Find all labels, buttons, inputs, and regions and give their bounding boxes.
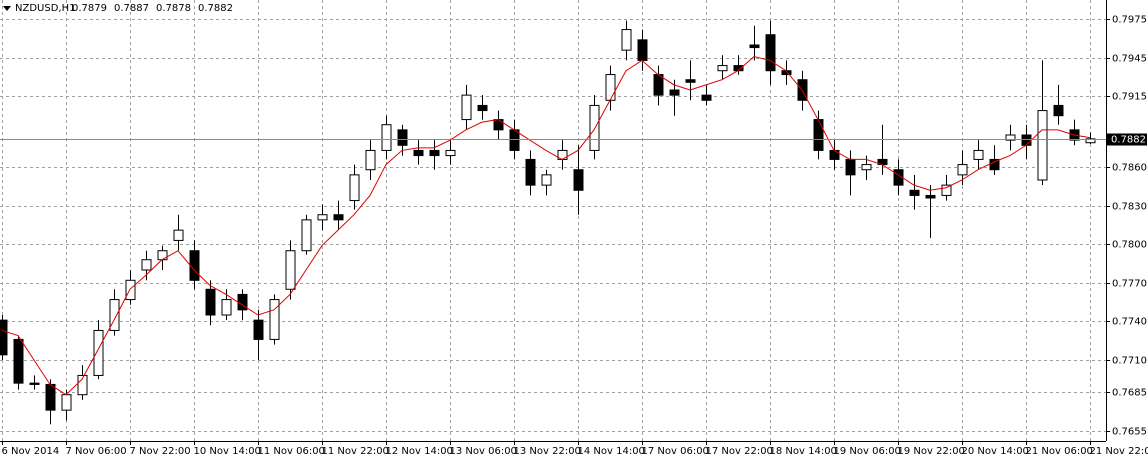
candle-body	[190, 251, 199, 281]
candle-body	[414, 150, 423, 155]
x-tick-label: 7 Nov 06:00	[66, 446, 127, 457]
candle-body	[14, 339, 23, 383]
candle-body	[910, 190, 919, 195]
candle-body	[222, 300, 231, 315]
candle-body	[318, 215, 327, 220]
candle-body	[942, 185, 951, 195]
candle-body	[718, 66, 727, 71]
candle-body	[430, 150, 439, 155]
x-tick-label: 14 Nov 14:00	[578, 446, 645, 457]
candle-body	[606, 75, 615, 101]
candle-body	[462, 95, 471, 119]
candle-body	[366, 150, 375, 169]
candle-body	[510, 130, 519, 151]
header: NZDUSD,H1 0.7879 0.7887 0.7878 0.7882	[3, 3, 233, 14]
current-price-label: 0.7882	[1111, 135, 1146, 146]
candle-body	[622, 30, 631, 51]
symbol: NZDUSD,H1	[15, 3, 75, 14]
candle-body	[446, 150, 455, 155]
candle-body	[670, 90, 679, 95]
candle-body	[94, 330, 103, 375]
candle-body	[958, 165, 967, 175]
candle-body	[750, 45, 759, 48]
x-tick-label: 21 Nov 06:00	[1026, 446, 1093, 457]
x-tick-label: 20 Nov 14:00	[962, 446, 1029, 457]
y-tick-label: 0.7915	[1112, 92, 1147, 103]
y-tick-label: 0.7945	[1112, 54, 1147, 65]
x-tick-label: 18 Nov 14:00	[770, 446, 837, 457]
candle-body	[0, 320, 7, 355]
candle-body	[926, 195, 935, 198]
candle-body	[286, 251, 295, 290]
candle-body	[382, 125, 391, 151]
x-tick-label: 13 Nov 22:00	[514, 446, 581, 457]
candle-body	[302, 220, 311, 251]
candle-body	[142, 260, 151, 270]
candle-body	[46, 384, 55, 410]
y-tick-label: 0.7685	[1112, 388, 1147, 399]
header-value: 0.7887	[114, 3, 149, 14]
y-tick-label: 0.7830	[1112, 202, 1147, 213]
x-tick-label: 17 Nov 06:00	[642, 446, 709, 457]
candle-body	[686, 80, 695, 83]
candle-body	[270, 300, 279, 340]
y-tick-label: 0.7655	[1112, 427, 1147, 438]
candle-body	[126, 280, 135, 299]
candle-body	[334, 215, 343, 220]
header-value: 0.7882	[198, 3, 233, 14]
y-tick-label: 0.7860	[1112, 163, 1147, 174]
x-tick-label: 13 Nov 06:00	[450, 446, 517, 457]
candle-body	[654, 75, 663, 96]
candle-body	[846, 159, 855, 174]
x-tick-label: 17 Nov 22:00	[706, 446, 773, 457]
candle-body	[30, 383, 39, 384]
candle-body	[478, 105, 487, 110]
candle-body	[398, 130, 407, 145]
x-tick-label: 11 Nov 06:00	[258, 446, 325, 457]
candle-body	[702, 95, 711, 100]
candle-body	[1038, 111, 1047, 180]
candle-body	[574, 170, 583, 191]
candle-body	[862, 165, 871, 170]
y-tick-label: 0.7800	[1112, 240, 1147, 251]
candle-body	[494, 120, 503, 130]
candle-body	[638, 40, 647, 61]
candle-body	[350, 175, 359, 201]
candle-body	[814, 120, 823, 151]
y-tick-label: 0.7740	[1112, 317, 1147, 328]
x-tick-label: 7 Nov 22:00	[130, 446, 191, 457]
x-tick-label: 6 Nov 2014	[2, 446, 60, 457]
y-tick-label: 0.7710	[1112, 356, 1147, 367]
candle-body	[206, 289, 215, 315]
header-value: 0.7878	[156, 3, 191, 14]
y-tick-label: 0.7975	[1112, 15, 1147, 26]
candle-body	[830, 150, 839, 159]
candle-body	[1054, 105, 1063, 115]
x-tick-label: 12 Nov 14:00	[386, 446, 453, 457]
x-tick-label: 19 Nov 22:00	[898, 446, 965, 457]
x-tick-label: 10 Nov 14:00	[194, 446, 261, 457]
candle-body	[766, 35, 775, 71]
candle-body	[254, 320, 263, 339]
x-tick-label: 19 Nov 06:00	[834, 446, 901, 457]
candle-body	[174, 230, 183, 240]
candle-body	[974, 150, 983, 159]
candle-body	[542, 175, 551, 185]
x-tick-label: 11 Nov 22:00	[322, 446, 389, 457]
candle-body	[526, 159, 535, 185]
y-tick-label: 0.7770	[1112, 279, 1147, 290]
candle-body	[158, 251, 167, 260]
x-tick-label: 21 Nov 22:00	[1090, 446, 1148, 457]
candle-body	[62, 395, 71, 410]
candle-body	[1022, 135, 1031, 145]
header-value: 0.7879	[72, 3, 107, 14]
